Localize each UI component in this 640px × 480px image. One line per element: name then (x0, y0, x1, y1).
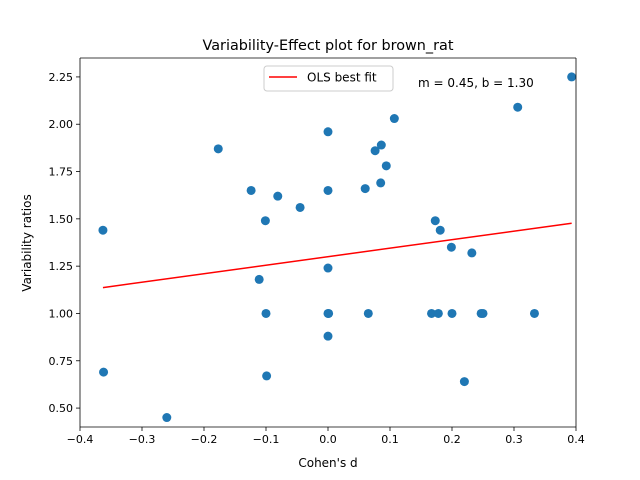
x-tick-label: −0.3 (129, 433, 156, 446)
legend: OLS best fit (263, 65, 394, 92)
y-tick-label: 0.50 (49, 402, 74, 415)
chart-title: Variability-Effect plot for brown_rat (202, 38, 453, 54)
data-point-15 (324, 308, 334, 318)
legend-frame (263, 65, 394, 92)
data-point-19 (370, 146, 380, 156)
x-tick-label: 0.4 (567, 433, 585, 446)
data-point-24 (427, 308, 437, 318)
x-tick-label: 0.1 (381, 433, 399, 446)
data-point-25 (430, 216, 440, 226)
data-point-29 (447, 308, 457, 318)
x-tick-label: 0.0 (319, 433, 337, 446)
data-point-34 (513, 102, 523, 112)
data-point-5 (254, 274, 264, 284)
data-point-30 (459, 377, 469, 387)
data-point-18 (363, 308, 373, 318)
data-point-26 (433, 308, 443, 318)
data-point-31 (467, 248, 477, 258)
y-tick-label: 1.50 (49, 213, 74, 226)
x-axis-label: Cohen's d (298, 456, 357, 470)
x-tick-label: −0.4 (67, 433, 94, 446)
data-point-22 (381, 161, 391, 171)
y-tick-label: 0.75 (49, 355, 74, 368)
data-point-27 (435, 225, 445, 235)
data-point-8 (262, 371, 272, 381)
y-tick-label: 1.00 (49, 307, 74, 320)
data-point-13 (323, 263, 333, 273)
data-point-35 (529, 308, 539, 318)
data-point-20 (376, 140, 386, 150)
y-tick-label: 2.25 (49, 71, 74, 84)
y-tick-label: 1.25 (49, 260, 74, 273)
data-point-11 (323, 127, 333, 137)
fit-equation-annotation: m = 0.45, b = 1.30 (418, 76, 534, 90)
legend-fit-line-label: OLS best fit (307, 71, 377, 85)
data-point-4 (246, 185, 256, 195)
data-point-23 (389, 114, 399, 124)
data-point-28 (446, 242, 456, 252)
data-point-16 (323, 331, 333, 341)
data-point-33 (478, 308, 488, 318)
data-point-7 (261, 308, 271, 318)
data-point-6 (260, 216, 270, 226)
data-point-17 (360, 184, 370, 194)
x-tick-label: 0.3 (505, 433, 523, 446)
x-tick-label: −0.1 (253, 433, 280, 446)
plot-area: −0.4 −0.3 −0.2 −0.1 0.0 0.1 0.2 0.3 0.4 0.50 0.75 1… (49, 57, 585, 446)
data-point-10 (295, 202, 305, 212)
data-point-2 (162, 413, 172, 423)
data-point-0 (98, 225, 108, 235)
x-tick-label: −0.2 (191, 433, 218, 446)
y-axis-label: Variability ratios (20, 194, 34, 291)
data-point-36 (567, 72, 577, 82)
data-point-12 (323, 185, 333, 195)
data-point-9 (273, 191, 283, 201)
data-point-21 (376, 178, 386, 188)
x-tick-label: 0.2 (443, 433, 461, 446)
data-point-3 (213, 144, 223, 154)
y-tick-label: 2.00 (49, 118, 74, 131)
ols-fit-line (102, 222, 572, 289)
data-point-1 (99, 367, 109, 377)
y-tick-label: 1.75 (49, 166, 74, 179)
